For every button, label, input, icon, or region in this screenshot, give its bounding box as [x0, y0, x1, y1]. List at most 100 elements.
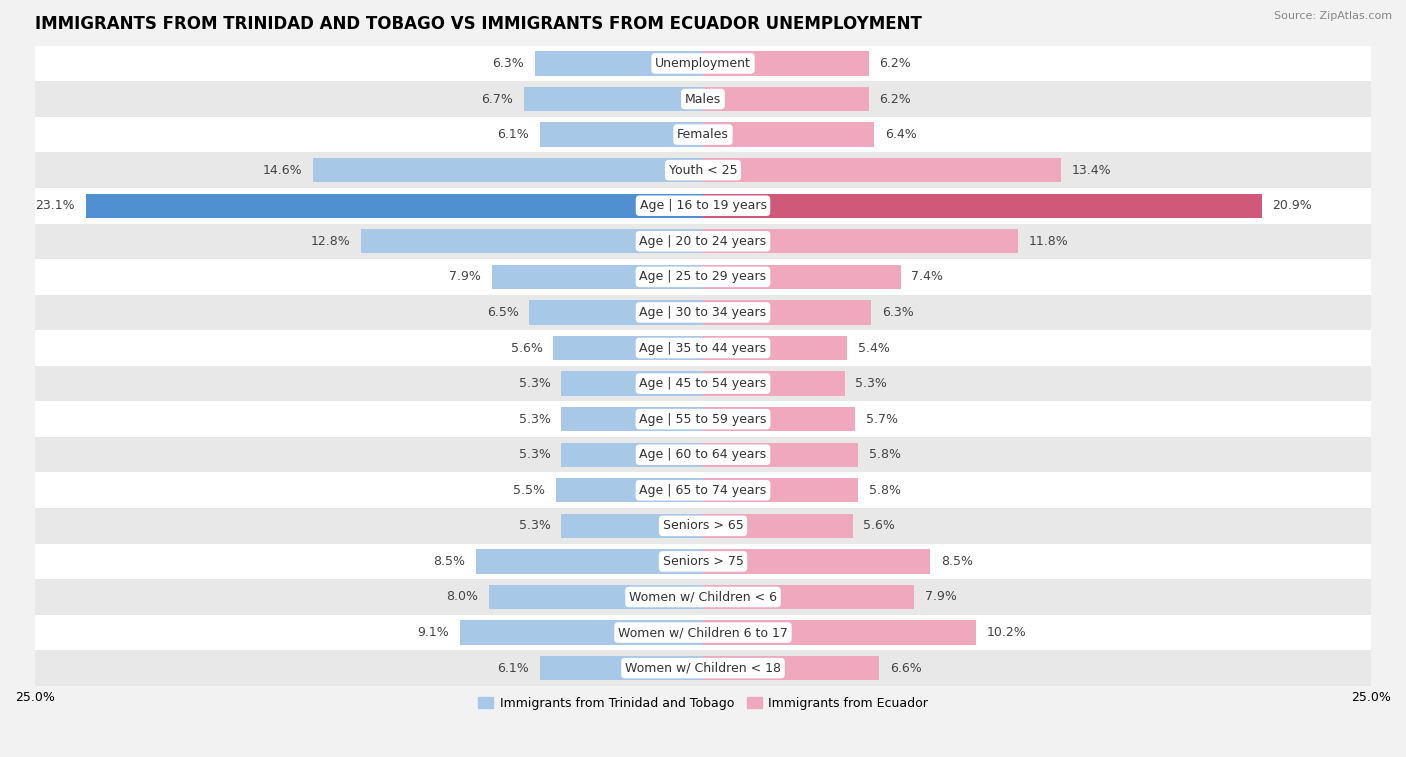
Text: 20.9%: 20.9% [1272, 199, 1312, 212]
Bar [703, 336, 848, 360]
Bar [35, 401, 1371, 437]
Bar [703, 550, 931, 574]
Text: Age | 60 to 64 years: Age | 60 to 64 years [640, 448, 766, 461]
Bar [703, 372, 845, 396]
Bar [35, 330, 1371, 366]
Text: 13.4%: 13.4% [1071, 164, 1111, 176]
Bar [475, 550, 703, 574]
Bar [35, 81, 1371, 117]
Bar [492, 265, 703, 289]
Bar [703, 51, 869, 76]
Text: 8.0%: 8.0% [447, 590, 478, 603]
Bar [703, 585, 914, 609]
Bar [703, 158, 1062, 182]
Bar [35, 223, 1371, 259]
Text: 6.6%: 6.6% [890, 662, 922, 674]
Text: 6.5%: 6.5% [486, 306, 519, 319]
Bar [561, 372, 703, 396]
Text: Source: ZipAtlas.com: Source: ZipAtlas.com [1274, 11, 1392, 21]
Text: 7.9%: 7.9% [925, 590, 956, 603]
Text: Women w/ Children < 18: Women w/ Children < 18 [626, 662, 780, 674]
Text: Unemployment: Unemployment [655, 57, 751, 70]
Text: Seniors > 75: Seniors > 75 [662, 555, 744, 568]
Bar [35, 544, 1371, 579]
Text: 14.6%: 14.6% [263, 164, 302, 176]
Legend: Immigrants from Trinidad and Tobago, Immigrants from Ecuador: Immigrants from Trinidad and Tobago, Imm… [474, 692, 932, 715]
Bar [703, 621, 976, 645]
Bar [703, 443, 858, 467]
Text: 9.1%: 9.1% [418, 626, 449, 639]
Text: Males: Males [685, 92, 721, 105]
Bar [703, 194, 1261, 218]
Text: 10.2%: 10.2% [986, 626, 1026, 639]
Text: Youth < 25: Youth < 25 [669, 164, 737, 176]
Text: Age | 65 to 74 years: Age | 65 to 74 years [640, 484, 766, 497]
Text: 12.8%: 12.8% [311, 235, 350, 248]
Bar [555, 478, 703, 503]
Bar [534, 51, 703, 76]
Text: 5.3%: 5.3% [519, 377, 551, 390]
Bar [361, 229, 703, 254]
Bar [703, 407, 855, 431]
Bar [35, 437, 1371, 472]
Text: Age | 16 to 19 years: Age | 16 to 19 years [640, 199, 766, 212]
Text: Seniors > 65: Seniors > 65 [662, 519, 744, 532]
Text: 7.9%: 7.9% [450, 270, 481, 283]
Bar [703, 229, 1018, 254]
Text: 6.1%: 6.1% [498, 128, 529, 141]
Text: 23.1%: 23.1% [35, 199, 75, 212]
Text: 6.7%: 6.7% [481, 92, 513, 105]
Text: Age | 55 to 59 years: Age | 55 to 59 years [640, 413, 766, 425]
Bar [35, 152, 1371, 188]
Bar [561, 407, 703, 431]
Text: 5.5%: 5.5% [513, 484, 546, 497]
Text: 7.4%: 7.4% [911, 270, 943, 283]
Bar [35, 366, 1371, 401]
Text: Women w/ Children < 6: Women w/ Children < 6 [628, 590, 778, 603]
Text: 5.3%: 5.3% [855, 377, 887, 390]
Bar [529, 301, 703, 325]
Bar [540, 656, 703, 681]
Bar [489, 585, 703, 609]
Bar [35, 472, 1371, 508]
Text: 5.3%: 5.3% [519, 448, 551, 461]
Text: Females: Females [678, 128, 728, 141]
Bar [524, 87, 703, 111]
Text: 5.6%: 5.6% [863, 519, 896, 532]
Bar [314, 158, 703, 182]
Text: Age | 30 to 34 years: Age | 30 to 34 years [640, 306, 766, 319]
Bar [703, 478, 858, 503]
Text: 6.3%: 6.3% [492, 57, 524, 70]
Bar [35, 259, 1371, 294]
Bar [703, 123, 875, 147]
Text: 5.3%: 5.3% [519, 519, 551, 532]
Text: 6.4%: 6.4% [884, 128, 917, 141]
Bar [35, 508, 1371, 544]
Bar [561, 514, 703, 538]
Text: Age | 20 to 24 years: Age | 20 to 24 years [640, 235, 766, 248]
Text: 8.5%: 8.5% [433, 555, 465, 568]
Text: IMMIGRANTS FROM TRINIDAD AND TOBAGO VS IMMIGRANTS FROM ECUADOR UNEMPLOYMENT: IMMIGRANTS FROM TRINIDAD AND TOBAGO VS I… [35, 15, 922, 33]
Bar [35, 45, 1371, 81]
Text: 6.2%: 6.2% [879, 57, 911, 70]
Bar [35, 650, 1371, 686]
Bar [703, 301, 872, 325]
Bar [540, 123, 703, 147]
Text: 6.3%: 6.3% [882, 306, 914, 319]
Text: 5.8%: 5.8% [869, 448, 901, 461]
Bar [703, 87, 869, 111]
Text: 5.4%: 5.4% [858, 341, 890, 354]
Text: Age | 45 to 54 years: Age | 45 to 54 years [640, 377, 766, 390]
Text: 5.7%: 5.7% [866, 413, 898, 425]
Bar [86, 194, 703, 218]
Bar [703, 656, 879, 681]
Bar [35, 117, 1371, 152]
Text: 11.8%: 11.8% [1029, 235, 1069, 248]
Text: 8.5%: 8.5% [941, 555, 973, 568]
Bar [35, 188, 1371, 223]
Bar [35, 294, 1371, 330]
Bar [561, 443, 703, 467]
Text: 6.1%: 6.1% [498, 662, 529, 674]
Bar [703, 514, 852, 538]
Text: 6.2%: 6.2% [879, 92, 911, 105]
